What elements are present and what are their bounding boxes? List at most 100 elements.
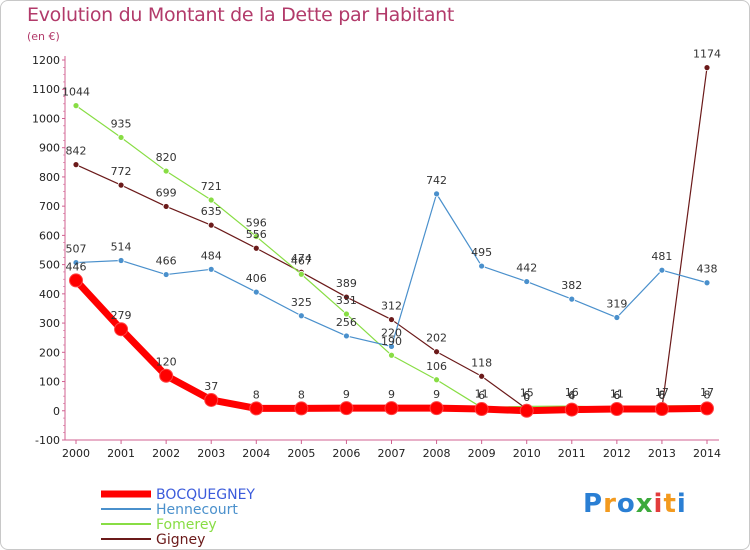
data-point-gigney [72, 161, 80, 169]
x-tick-label: 2004 [242, 447, 270, 460]
data-label-gigney: 312 [381, 300, 402, 313]
proxiti-logo: Proxiti [583, 489, 687, 519]
data-label-gigney: 6 [568, 389, 575, 402]
data-point-fomerey [343, 310, 350, 318]
data-label-hennecourt: 256 [336, 316, 357, 329]
data-label-bocquegney: 6 [658, 389, 665, 402]
data-label-bocquegney: 9 [343, 388, 350, 401]
data-point-hennecourt [658, 266, 666, 274]
logo-letter: o [616, 489, 636, 519]
data-point-gigney [162, 203, 170, 210]
data-label-hennecourt: 382 [561, 279, 582, 292]
data-point-fomerey [433, 376, 440, 384]
data-label-gigney: 1174 [693, 48, 721, 61]
y-tick-label: 200 [39, 346, 60, 359]
data-point-bocquegney [564, 402, 579, 417]
data-label-fomerey: 331 [336, 294, 357, 307]
x-tick-label: 2011 [558, 447, 586, 460]
data-point-fomerey [162, 167, 170, 175]
chart-title: Evolution du Montant de la Dette par Hab… [27, 4, 455, 26]
data-point-gigney [207, 221, 215, 229]
data-label-gigney: 635 [201, 205, 222, 218]
y-tick-label: 800 [39, 171, 60, 184]
data-point-hennecourt [478, 262, 486, 270]
y-tick-label: 1000 [32, 112, 60, 125]
x-tick-label: 2007 [378, 447, 406, 460]
legend-label-hennecourt: Hennecourt [156, 502, 238, 518]
data-label-hennecourt: 319 [606, 298, 627, 311]
data-label-gigney: 118 [471, 356, 492, 369]
x-tick-label: 2005 [287, 447, 315, 460]
data-label-hennecourt: 742 [426, 174, 447, 187]
data-point-bocquegney [249, 401, 264, 416]
x-tick-label: 2000 [62, 447, 90, 460]
data-point-bocquegney [114, 322, 129, 337]
data-point-bocquegney [519, 403, 534, 418]
data-label-bocquegney: 9 [388, 388, 395, 401]
y-tick-label: 900 [39, 142, 60, 155]
y-tick-label: 300 [39, 317, 60, 330]
data-point-fomerey [117, 134, 125, 141]
data-point-fomerey [72, 102, 80, 109]
data-point-hennecourt [252, 288, 260, 296]
x-tick-label: 2003 [197, 447, 225, 460]
data-point-hennecourt [388, 343, 395, 350]
data-label-hennecourt: 442 [516, 262, 537, 275]
data-point-bocquegney [609, 402, 624, 417]
y-tick-label: 0 [53, 405, 60, 418]
data-label-bocquegney: 6 [478, 389, 485, 402]
data-label-fomerey: 11 [610, 388, 624, 401]
logo-letter: i [653, 489, 664, 519]
data-label-fomerey: 1044 [62, 86, 90, 99]
y-tick-label: -100 [35, 434, 60, 447]
y-tick-label: 1200 [32, 54, 60, 67]
data-label-fomerey: 935 [111, 117, 132, 130]
data-label-gigney: 6 [523, 389, 530, 402]
data-label-bocquegney: 37 [204, 380, 218, 393]
data-point-bocquegney [339, 401, 354, 416]
data-label-hennecourt: 325 [291, 296, 312, 309]
data-point-fomerey [297, 270, 305, 278]
data-label-fomerey: 596 [246, 217, 267, 230]
x-tick-label: 2013 [648, 447, 676, 460]
data-label-gigney: 6 [613, 389, 620, 402]
chart-subtitle: (en €) [27, 30, 60, 43]
x-tick-label: 2006 [332, 447, 360, 460]
data-label-gigney: 842 [66, 145, 87, 158]
data-label-bocquegney: 120 [156, 356, 177, 369]
logo-letter: P [583, 489, 604, 519]
data-point-hennecourt [343, 332, 350, 340]
data-label-fomerey: 17 [655, 386, 669, 399]
data-label-hennecourt: 514 [111, 241, 132, 254]
x-tick-label: 2010 [513, 447, 541, 460]
logo-letter: r [603, 489, 617, 519]
data-point-gigney [343, 293, 350, 301]
data-point-hennecourt [433, 190, 440, 198]
data-label-bocquegney: 9 [433, 388, 440, 401]
x-tick-label: 2014 [693, 447, 721, 460]
x-tick-label: 2002 [152, 447, 180, 460]
data-point-bocquegney [159, 368, 174, 383]
legend-label-fomerey: Fomerey [156, 517, 217, 533]
series-line-hennecourt [75, 193, 708, 348]
data-label-fomerey: 11 [475, 388, 489, 401]
data-label-bocquegney: 8 [298, 388, 305, 401]
logo-letter: t [663, 489, 677, 519]
data-label-fomerey: 17 [700, 386, 714, 399]
y-tick-label: 1100 [32, 83, 60, 96]
legend-label-bocquegney: BOCQUEGNEY [156, 487, 255, 503]
data-label-bocquegney: 8 [253, 388, 260, 401]
data-point-gigney [478, 372, 486, 380]
data-point-hennecourt [703, 279, 711, 287]
y-tick-label: 700 [39, 200, 60, 213]
legend-label-gigney: Gigney [156, 532, 205, 548]
data-label-hennecourt: 507 [66, 243, 87, 256]
data-point-gigney [388, 316, 395, 323]
data-point-bocquegney [294, 401, 309, 416]
data-point-fomerey [252, 233, 260, 240]
y-tick-label: 600 [39, 229, 60, 242]
data-point-bocquegney [69, 273, 83, 288]
data-point-gigney [117, 181, 125, 189]
data-point-hennecourt [523, 278, 531, 285]
data-point-hennecourt [207, 265, 215, 273]
